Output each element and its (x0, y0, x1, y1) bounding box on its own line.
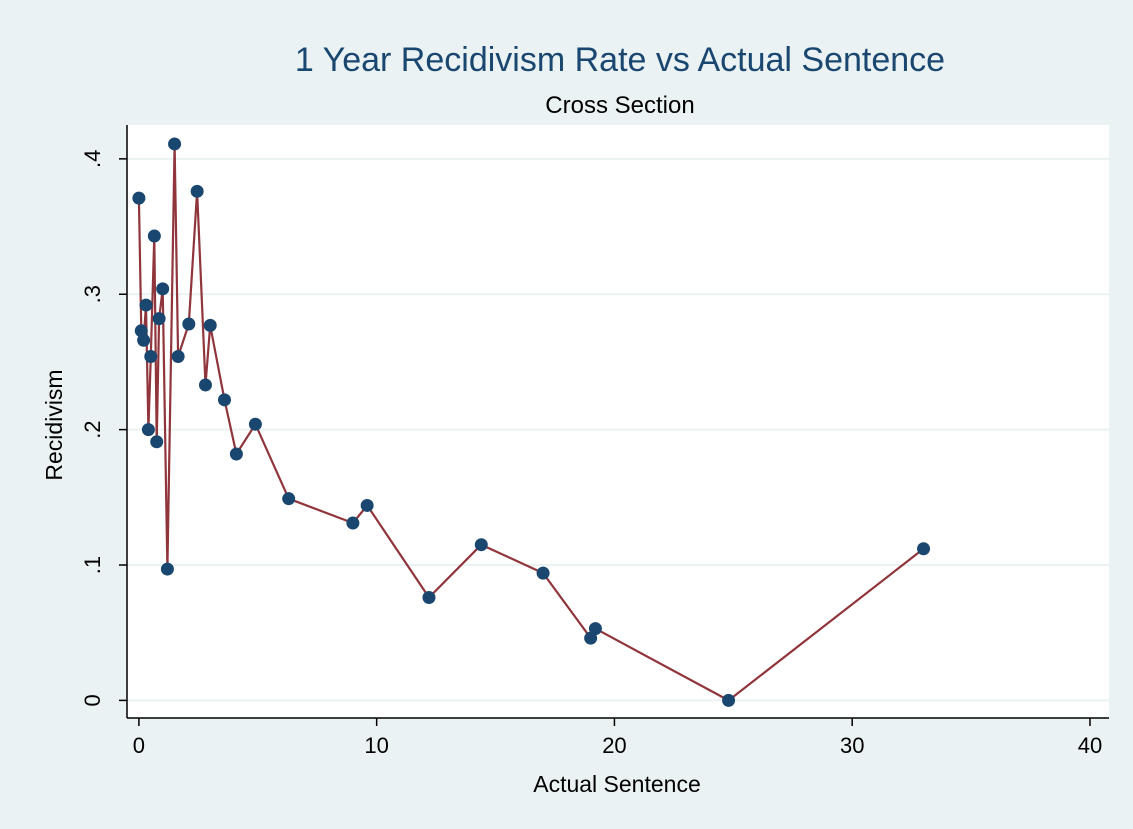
data-point (474, 538, 488, 552)
data-point (141, 423, 155, 437)
data-point (144, 350, 158, 364)
y-tick-label: 0 (80, 694, 105, 706)
x-tick-label: 40 (1078, 733, 1102, 758)
data-point (132, 191, 146, 205)
data-point (171, 350, 185, 364)
chart-subtitle: Cross Section (545, 92, 694, 119)
y-tick-label: .2 (80, 420, 105, 438)
data-markers (132, 137, 931, 707)
data-point (156, 282, 170, 296)
data-point (203, 318, 217, 332)
data-point (346, 516, 360, 530)
axes: 0 .1 .2 .3 .4 0 10 20 30 40 (80, 125, 1109, 758)
data-point (139, 298, 153, 312)
data-point (168, 137, 182, 151)
data-point (147, 229, 161, 243)
chart-title: 1 Year Recidivism Rate vs Actual Sentenc… (295, 41, 945, 79)
x-tick-label: 30 (840, 733, 864, 758)
data-point (360, 498, 374, 512)
y-tick-label: .1 (80, 556, 105, 574)
series-line (137, 142, 925, 702)
data-point (198, 378, 212, 392)
data-point (182, 317, 196, 331)
y-tick-label: .4 (80, 150, 105, 168)
plot-area (127, 125, 1109, 718)
data-point (150, 435, 164, 449)
data-point (588, 622, 602, 636)
data-point (917, 542, 931, 556)
data-point (282, 492, 296, 506)
data-point (190, 184, 204, 198)
data-point (536, 566, 550, 580)
gridlines (127, 157, 1109, 702)
series-path (137, 142, 925, 702)
data-point (422, 591, 436, 605)
x-tick-label: 10 (364, 733, 388, 758)
x-tick-label: 0 (133, 733, 145, 758)
data-point (217, 393, 231, 407)
data-point (152, 312, 166, 326)
data-point (160, 562, 174, 576)
data-point (248, 417, 262, 431)
data-point (229, 447, 243, 461)
data-point (137, 333, 151, 347)
y-tick-label: .3 (80, 285, 105, 303)
data-point (722, 693, 736, 707)
y-axis-label: Recidivism (41, 369, 67, 480)
x-tick-label: 20 (602, 733, 626, 758)
x-axis-label: Actual Sentence (533, 771, 701, 797)
